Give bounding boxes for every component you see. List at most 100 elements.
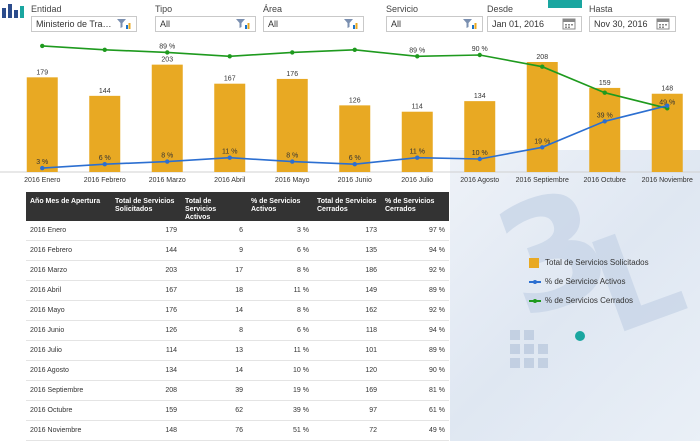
cell-month: 2016 Enero (30, 227, 67, 234)
closed-series-point (102, 47, 107, 52)
closed-series-label: 89 % (409, 47, 425, 54)
cell-pct-closed: 90 % (429, 367, 445, 374)
bar-label: 126 (349, 97, 361, 104)
table-row[interactable]: 2016 Julio 114 13 11 % 101 89 % (26, 341, 449, 361)
calendar-icon[interactable] (655, 18, 671, 30)
closed-series-point (40, 43, 45, 49)
active-series-point (290, 159, 295, 164)
x-tick-label: 2016 Enero (24, 177, 60, 184)
bar-label: 114 (412, 104, 423, 111)
filter-dropdown[interactable]: All (386, 16, 483, 32)
cell-total-closed: 162 (365, 307, 377, 314)
filter-funnel-icon[interactable] (235, 18, 251, 30)
col-header-pct-active[interactable]: % de Servicios Activos (251, 198, 301, 213)
filter-dropdown[interactable]: All (263, 16, 364, 32)
table-row[interactable]: 2016 Febrero 144 9 6 % 135 94 % (26, 241, 449, 261)
filter-dropdown[interactable]: Nov 30, 2016 (589, 16, 676, 32)
bar (526, 62, 558, 172)
bar-label: 179 (36, 69, 48, 76)
filter-funnel-icon[interactable] (343, 18, 359, 30)
legend-label: % de Servicios Cerrados (545, 296, 634, 305)
table-row[interactable]: 2016 Mayo 176 14 8 % 162 92 % (26, 301, 449, 321)
logo-icon (2, 4, 24, 18)
x-tick-label: 2016 Abril (214, 177, 246, 184)
closed-series-point (352, 47, 357, 52)
cell-total-closed: 72 (369, 427, 377, 434)
bar-label: 167 (224, 76, 236, 83)
cell-total-solicited: 134 (165, 367, 177, 374)
bar (401, 111, 433, 172)
x-tick-label: 2016 Septiembre (516, 177, 569, 184)
legend-item-closed[interactable]: % de Servicios Cerrados (529, 291, 649, 310)
col-header-pct-closed[interactable]: % de Servicios Cerrados (385, 198, 435, 213)
table-header-row: Año Mes de Apertura Total de Servicios S… (26, 192, 449, 221)
legend-label: % de Servicios Activos (545, 277, 626, 286)
col-header-total-active[interactable]: Total de Servicios Activos (185, 198, 217, 221)
table-row[interactable]: 2016 Noviembre 148 76 51 % 72 49 % (26, 421, 449, 441)
filter-dropdown[interactable]: Jan 01, 2016 (487, 16, 582, 32)
filter-dropdown[interactable]: All (155, 16, 256, 32)
cell-month: 2016 Junio (30, 327, 65, 334)
cell-pct-closed: 61 % (429, 407, 445, 414)
calendar-icon[interactable] (561, 18, 577, 30)
active-series-point (102, 162, 107, 167)
cell-total-active: 14 (235, 367, 243, 374)
cell-total-solicited: 148 (165, 427, 177, 434)
table-row[interactable]: 2016 Junio 126 8 6 % 118 94 % (26, 321, 449, 341)
cell-total-active: 76 (235, 427, 243, 434)
x-tick-label: 2016 Febrero (84, 177, 126, 184)
bar (464, 101, 496, 172)
cell-pct-active: 19 % (293, 387, 309, 394)
table-row[interactable]: 2016 Marzo 203 17 8 % 186 92 % (26, 261, 449, 281)
cell-total-active: 18 (235, 287, 243, 294)
table-row[interactable]: 2016 Octubre 159 62 39 % 97 61 % (26, 401, 449, 421)
filter-funnel-icon[interactable] (462, 18, 478, 30)
active-series-label: 39 % (597, 112, 613, 119)
cell-total-solicited: 203 (165, 267, 177, 274)
filter-dropdown[interactable]: Ministerio de Trabaj... (31, 16, 137, 32)
cell-pct-active: 3 % (296, 227, 309, 234)
cell-month: 2016 Marzo (30, 267, 67, 274)
active-series-point (665, 103, 670, 108)
legend-item-total[interactable]: Total de Servicios Solicitados (529, 253, 649, 272)
table-row[interactable]: 2016 Enero 179 6 3 % 173 97 % (26, 221, 449, 241)
active-series-point (477, 156, 482, 162)
cell-total-solicited: 144 (165, 247, 177, 254)
filter-label: Entidad (31, 4, 62, 14)
col-header-total-solicited[interactable]: Total de Servicios Solicitados (115, 198, 175, 213)
active-series-label: 8 % (161, 153, 173, 160)
col-header-total-closed[interactable]: Total de Servicios Cerrados (317, 198, 377, 213)
closed-series-point (602, 90, 607, 95)
active-series-label: 6 % (99, 155, 111, 162)
filter-funnel-icon[interactable] (116, 18, 132, 30)
active-series-point (602, 119, 607, 124)
cell-total-active: 6 (239, 227, 243, 234)
closed-series-point (165, 50, 170, 55)
chart-legend: Total de Servicios Solicitados % de Serv… (529, 253, 649, 310)
table-row[interactable]: 2016 Abril 167 18 11 % 149 89 % (26, 281, 449, 301)
col-header-month[interactable]: Año Mes de Apertura (30, 198, 101, 205)
filter-1: Tipo All (155, 4, 256, 32)
bar-label: 148 (661, 86, 673, 93)
bar-label: 208 (536, 54, 548, 61)
x-tick-label: 2016 Junio (338, 177, 372, 184)
data-table: Año Mes de Apertura Total de Servicios S… (26, 192, 449, 441)
filter-3: Servicio All (386, 4, 483, 32)
cell-pct-active: 8 % (296, 307, 309, 314)
bar (339, 105, 371, 172)
bar-label: 159 (599, 80, 611, 87)
cell-pct-closed: 94 % (429, 327, 445, 334)
cell-total-solicited: 176 (165, 307, 177, 314)
filter-label: Área (263, 4, 283, 14)
bar-label: 134 (474, 93, 486, 100)
active-series-label: 11 % (222, 149, 237, 156)
table-row[interactable]: 2016 Septiembre 208 39 19 % 169 81 % (26, 381, 449, 401)
cell-pct-active: 8 % (296, 267, 309, 274)
x-tick-label: 2016 Mayo (275, 177, 310, 184)
closed-series-point (540, 64, 545, 69)
legend-item-active[interactable]: % de Servicios Activos (529, 272, 649, 291)
bar-label: 176 (286, 71, 298, 78)
table-row[interactable]: 2016 Agosto 134 14 10 % 120 90 % (26, 361, 449, 381)
cell-total-closed: 97 (369, 407, 377, 414)
cell-total-active: 13 (235, 347, 243, 354)
